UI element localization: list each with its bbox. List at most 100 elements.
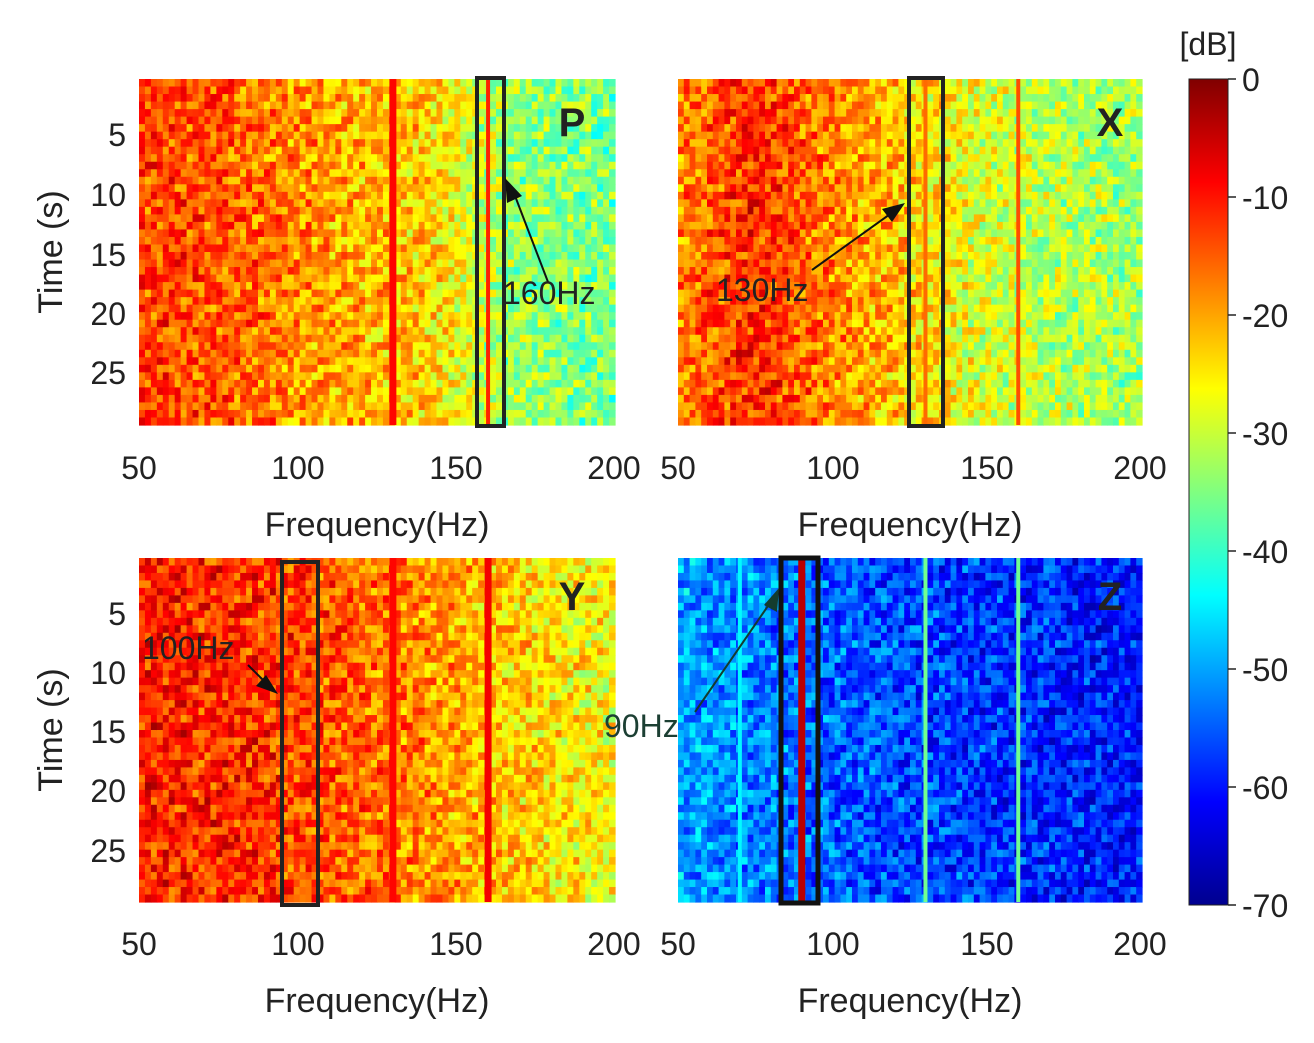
- heatmap-cell: [252, 86, 259, 95]
- heatmap-cell: [799, 79, 807, 88]
- heatmap-cell: [222, 394, 229, 404]
- heatmap-cell: [442, 342, 449, 351]
- heatmap-cell: [543, 139, 551, 148]
- heatmap-cell: [400, 214, 408, 223]
- heatmap-cell: [305, 402, 313, 411]
- heatmap-cell: [418, 334, 426, 343]
- heatmap-cell: [794, 282, 801, 291]
- heatmap-cell: [537, 109, 545, 118]
- heatmap-cell: [799, 94, 807, 103]
- heatmap-cell: [573, 289, 580, 298]
- heatmap-cell: [579, 229, 586, 238]
- heatmap-cell: [168, 86, 176, 95]
- heatmap-cell: [317, 229, 325, 238]
- heatmap-cell: [287, 139, 295, 148]
- heatmap-cell: [162, 161, 170, 170]
- heatmap-cell: [561, 304, 568, 313]
- heatmap-cell: [776, 139, 783, 148]
- heatmap-cell: [144, 86, 152, 95]
- heatmap-cell: [204, 297, 211, 306]
- heatmap-cell: [834, 289, 841, 298]
- heatmap-cell: [466, 304, 473, 313]
- heatmap-cell: [724, 146, 731, 155]
- heatmap-cell: [741, 364, 749, 373]
- heatmap-cell: [695, 252, 702, 261]
- heatmap-cell: [817, 379, 824, 388]
- heatmap-cell: [299, 349, 307, 358]
- heatmap-cell: [192, 86, 200, 95]
- heatmap-cell: [543, 184, 551, 193]
- heatmap-cell: [770, 394, 778, 404]
- heatmap-cell: [406, 334, 414, 343]
- heatmap-cell: [335, 221, 342, 231]
- heatmap-cell: [573, 282, 580, 291]
- heatmap-cell: [794, 214, 801, 223]
- heatmap-cell: [683, 161, 691, 170]
- heatmap-cell: [150, 297, 158, 306]
- heatmap-cell: [683, 79, 691, 88]
- heatmap-cell: [834, 94, 841, 103]
- heatmap-cell: [371, 267, 378, 276]
- heatmap-cell: [377, 131, 384, 140]
- heatmap-cell: [287, 387, 295, 396]
- heatmap-cell: [371, 116, 378, 125]
- heatmap-cell: [543, 267, 551, 276]
- heatmap-cell: [765, 161, 772, 170]
- heatmap-cell: [496, 304, 503, 313]
- heatmap-cell: [573, 161, 580, 170]
- heatmap-cell: [359, 304, 366, 313]
- heatmap-cell: [287, 357, 295, 366]
- heatmap-cell: [252, 327, 259, 336]
- heatmap-cell: [150, 357, 158, 366]
- heatmap-cell: [299, 124, 307, 133]
- heatmap-cell: [442, 282, 449, 291]
- heatmap-cell: [156, 289, 164, 298]
- heatmap-cell: [144, 221, 152, 231]
- heatmap-cell: [228, 402, 235, 411]
- heatmap-cell: [317, 146, 325, 155]
- heatmap-cell: [707, 304, 714, 313]
- heatmap-cell: [442, 146, 449, 155]
- heatmap-cell: [299, 214, 307, 223]
- heatmap-cell: [377, 86, 384, 95]
- heatmap-cell: [139, 124, 146, 133]
- heatmap-cell: [549, 221, 557, 231]
- heatmap-cell: [683, 282, 691, 291]
- heatmap-cell: [579, 236, 586, 246]
- heatmap-cell: [341, 116, 348, 125]
- heatmap-cell: [347, 289, 354, 298]
- heatmap-cell: [730, 229, 737, 238]
- heatmap-cell: [561, 267, 568, 276]
- heatmap-cell: [323, 312, 330, 321]
- heatmap-cell: [597, 116, 604, 125]
- heatmap-cell: [585, 364, 592, 373]
- heatmap-cell: [730, 139, 737, 148]
- heatmap-cell: [281, 124, 289, 133]
- heatmap-cell: [730, 334, 737, 343]
- heatmap-cell: [454, 131, 461, 140]
- heatmap-cell: [466, 191, 473, 200]
- heatmap-cell: [311, 394, 319, 404]
- heatmap-cell: [263, 154, 271, 163]
- heatmap-cell: [246, 304, 253, 313]
- heatmap-cell: [736, 109, 743, 118]
- heatmap-cell: [770, 146, 778, 155]
- heatmap-cell: [198, 357, 206, 366]
- heatmap-cell: [353, 124, 360, 133]
- heatmap-cell: [424, 86, 432, 95]
- heatmap-cell: [353, 282, 360, 291]
- heatmap-cell: [496, 402, 503, 411]
- heatmap-cell: [139, 357, 146, 366]
- heatmap-cell: [222, 379, 229, 388]
- heatmap-cell: [799, 191, 807, 200]
- heatmap-cell: [204, 101, 211, 110]
- heatmap-cell: [834, 161, 841, 170]
- heatmap-cell: [507, 244, 515, 253]
- heatmap-cell: [353, 116, 360, 125]
- heatmap-cell: [591, 109, 598, 118]
- heatmap-cell: [436, 169, 444, 178]
- heatmap-cell: [281, 372, 289, 381]
- heatmap-cell: [805, 236, 812, 246]
- heatmap-cell: [454, 274, 461, 283]
- heatmap-cell: [549, 379, 557, 388]
